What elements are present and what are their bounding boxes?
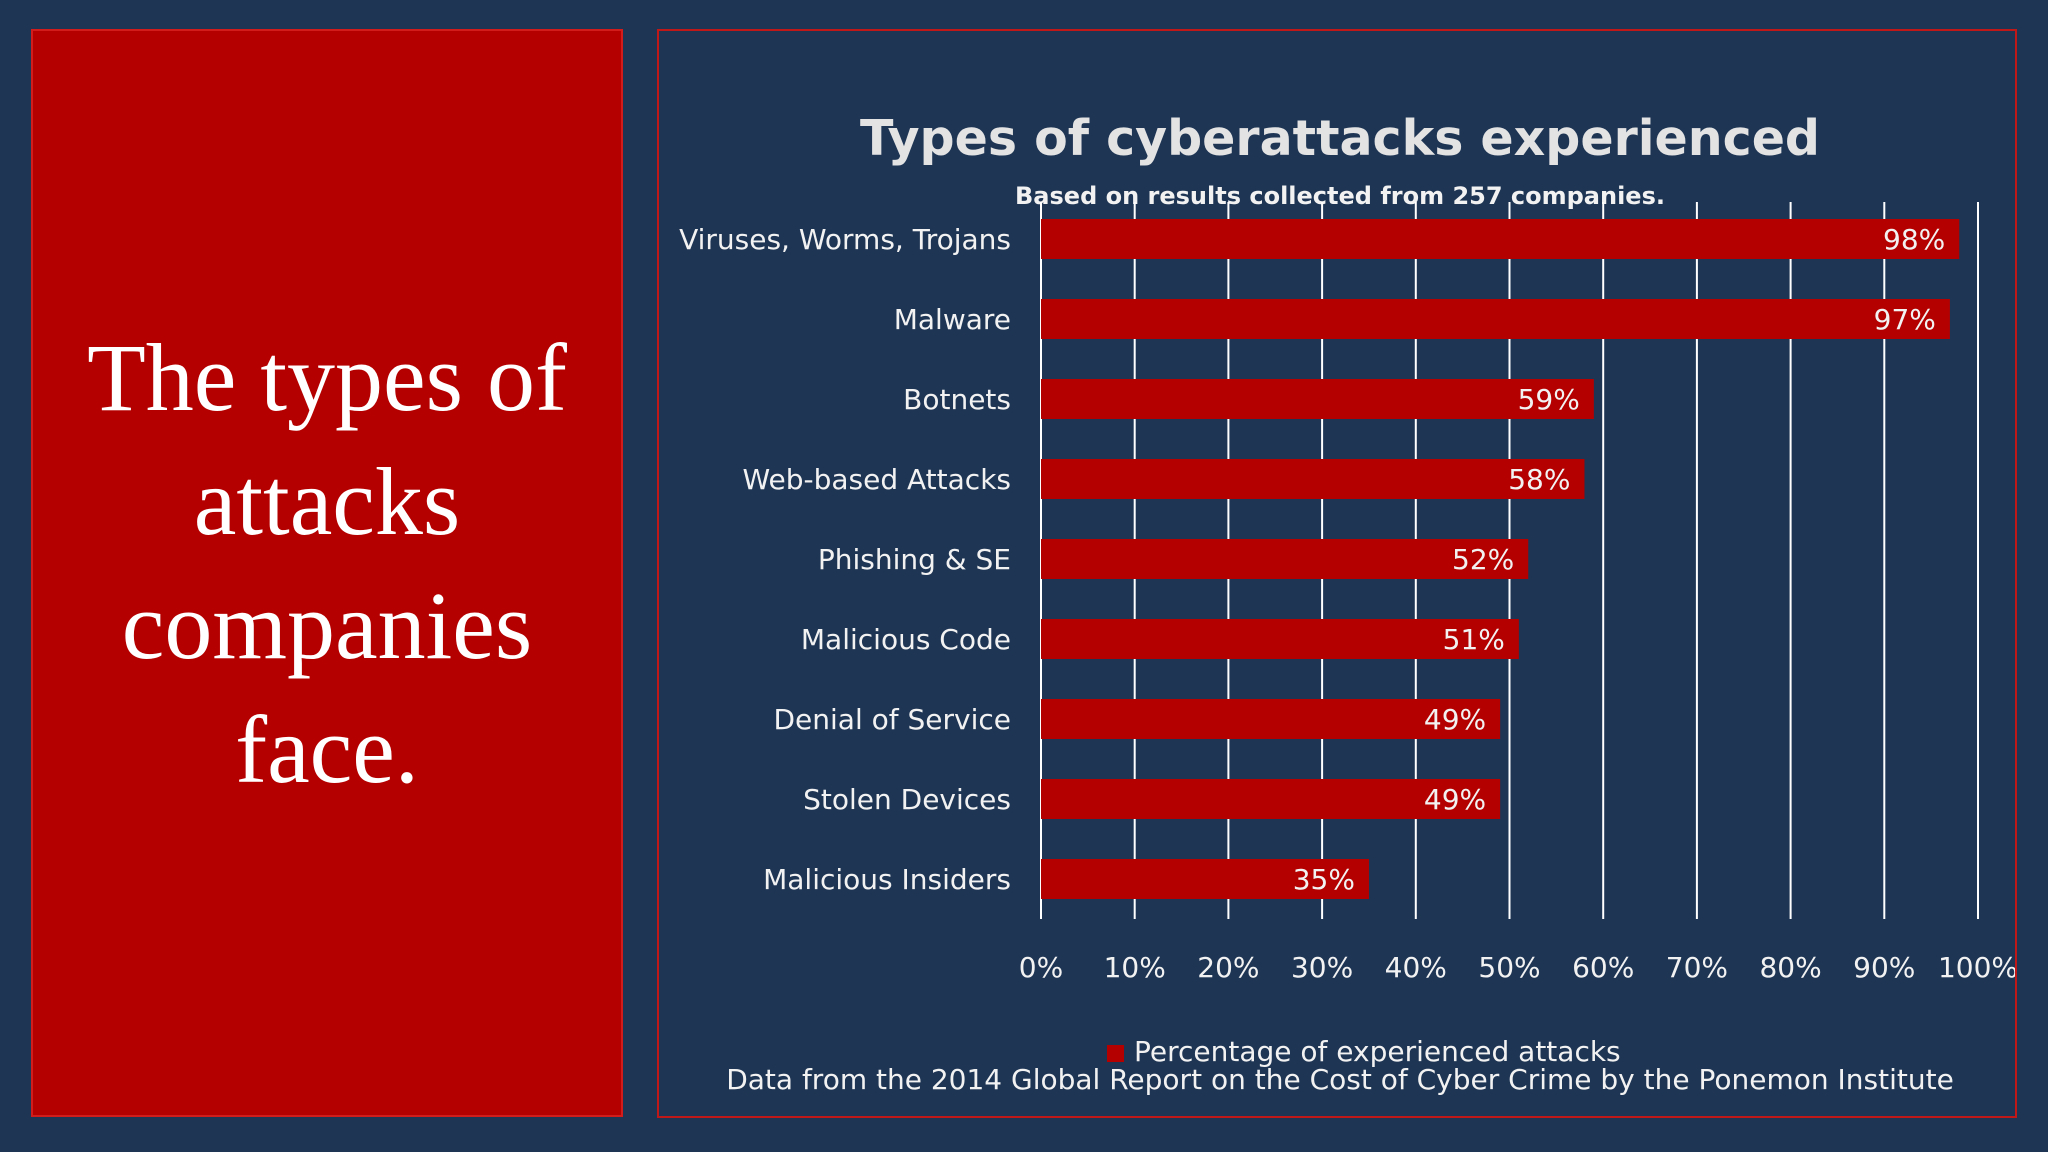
x-tick-label: 100%: [1938, 951, 2015, 984]
category-label: Botnets: [903, 383, 1011, 416]
category-label: Denial of Service: [773, 703, 1011, 736]
x-tick-label: 0%: [1019, 951, 1063, 984]
legend-swatch: [1107, 1045, 1124, 1062]
category-label: Phishing & SE: [818, 543, 1011, 576]
bar-data-label: 59%: [1518, 383, 1580, 416]
bar-data-label: 52%: [1452, 543, 1514, 576]
slide-heading: The types of attacks companies face.: [87, 324, 567, 803]
bar: [1041, 219, 1960, 259]
bar: [1041, 859, 1369, 899]
bar-data-label: 98%: [1883, 223, 1945, 256]
category-label: Malicious Insiders: [763, 863, 1011, 896]
x-tick-label: 10%: [1104, 951, 1166, 984]
bar: [1041, 379, 1594, 419]
x-tick-label: 20%: [1197, 951, 1259, 984]
bar: [1041, 459, 1585, 499]
bar: [1041, 699, 1501, 739]
bar-data-label: 35%: [1293, 863, 1355, 896]
x-axis-ticks: 0% 10% 20% 30% 40% 50% 60% 70% 80% 90% 100%: [1019, 951, 2015, 984]
x-tick-label: 40%: [1385, 951, 1447, 984]
source-note: Data from the 2014 Global Report on the …: [726, 1063, 1954, 1096]
category-label: Malware: [894, 303, 1011, 336]
category-labels: Viruses, Worms, Trojans Malware Botnets Web…: [679, 223, 1011, 896]
x-tick-label: 70%: [1666, 951, 1728, 984]
x-tick-label: 50%: [1478, 951, 1540, 984]
bar-data-label: 58%: [1508, 463, 1570, 496]
legend-label: Percentage of experienced attacks: [1134, 1035, 1621, 1068]
category-label: Stolen Devices: [803, 783, 1011, 816]
bar-chart: Types of cyberattacks experienced Based …: [679, 110, 2015, 1096]
chart-title: Types of cyberattacks experienced: [860, 110, 1820, 167]
chart-panel: Types of cyberattacks experienced Based …: [657, 29, 2017, 1118]
bar: [1041, 299, 1950, 339]
bar: [1041, 779, 1501, 819]
x-tick-label: 80%: [1759, 951, 1821, 984]
bar: [1041, 539, 1529, 579]
category-label: Viruses, Worms, Trojans: [679, 223, 1011, 256]
category-label: Web-based Attacks: [742, 463, 1011, 496]
bar: [1041, 619, 1519, 659]
x-tick-label: 90%: [1853, 951, 1915, 984]
bar-data-label: 49%: [1424, 703, 1486, 736]
x-tick-label: 60%: [1572, 951, 1634, 984]
x-tick-label: 30%: [1291, 951, 1353, 984]
category-label: Malicious Code: [801, 623, 1011, 656]
chart-subtitle: Based on results collected from 257 comp…: [1015, 182, 1665, 210]
bar-data-label: 97%: [1874, 303, 1936, 336]
bars: 98% 97% 59% 58% 52% 51% 49% 49% 35%: [1041, 219, 1960, 899]
bar-data-label: 51%: [1443, 623, 1505, 656]
title-panel: The types of attacks companies face.: [31, 29, 623, 1117]
bar-data-label: 49%: [1424, 783, 1486, 816]
